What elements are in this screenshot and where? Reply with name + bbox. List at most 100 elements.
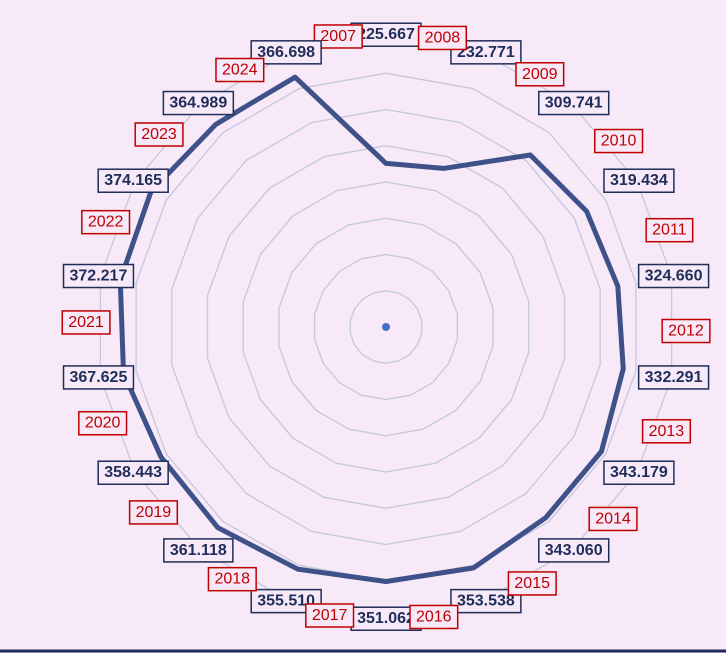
value-label-text: 309.741: [545, 95, 603, 112]
value-label-text: 324.660: [645, 268, 703, 285]
value-label-text: 343.060: [545, 542, 603, 559]
value-label-text: 332.291: [645, 369, 703, 386]
category-label-box: [641, 419, 692, 444]
category-label: 2024: [215, 57, 265, 83]
category-label-text: 2024: [222, 61, 258, 78]
category-label-box: [417, 25, 468, 51]
category-label: 2013: [641, 419, 692, 444]
category-label-box: [661, 318, 711, 344]
category-label-text: 2023: [141, 126, 177, 143]
category-label: 2018: [207, 566, 257, 592]
value-label-box: [637, 365, 710, 390]
category-label-box: [134, 122, 184, 147]
value-label-box: [163, 538, 234, 563]
category-label-text: 2022: [88, 214, 124, 231]
value-label-text: 353.538: [457, 593, 515, 610]
grid-ring: [242, 181, 530, 473]
value-label-text: 351.062: [357, 610, 415, 627]
category-label-box: [645, 217, 694, 243]
value-label: 366.698: [250, 40, 322, 65]
value-label-text: 358.443: [104, 464, 162, 481]
value-label-box: [603, 460, 675, 485]
grid-ring: [171, 108, 601, 546]
category-label-text: 2010: [601, 133, 637, 150]
category-label: 2020: [78, 410, 128, 436]
value-label: 367.625: [62, 365, 135, 390]
value-label-box: [538, 90, 610, 116]
category-label-box: [207, 566, 257, 592]
value-label-text: 364.989: [169, 95, 227, 112]
category-label-text: 2017: [312, 607, 348, 624]
value-label: 351.062: [350, 606, 422, 631]
value-label: 355.510: [250, 588, 322, 614]
value-label-text: 232.771: [457, 44, 515, 61]
category-label: 2017: [305, 603, 355, 628]
value-label-box: [250, 588, 322, 614]
value-label-text: 361.118: [170, 542, 227, 559]
category-label-text: 2007: [320, 28, 356, 45]
category-label-box: [507, 571, 557, 596]
value-label: 332.291: [637, 365, 710, 390]
value-label-text: 343.179: [610, 464, 668, 481]
category-label-box: [588, 506, 638, 532]
category-label: 2021: [61, 310, 111, 335]
grid-ring: [278, 217, 494, 437]
value-label: 232.771: [450, 40, 522, 65]
value-label-box: [450, 588, 522, 614]
value-label-box: [637, 263, 710, 289]
category-label: 2008: [417, 25, 468, 51]
value-label-box: [538, 538, 610, 563]
value-label-box: [603, 168, 675, 193]
grid-ring: [313, 253, 459, 401]
category-label-box: [215, 57, 265, 83]
value-label-box: [62, 365, 135, 390]
category-label-text: 2008: [425, 29, 461, 46]
category-label-text: 2016: [416, 608, 452, 625]
category-label: 2014: [588, 506, 638, 532]
category-label-box: [78, 410, 128, 436]
category-label-text: 2018: [214, 571, 250, 588]
category-label: 2010: [594, 128, 644, 154]
category-label: 2015: [507, 571, 557, 596]
category-label-text: 2014: [595, 510, 631, 527]
value-label: 309.741: [538, 90, 610, 116]
value-label: 364.989: [162, 90, 235, 116]
category-label: 2012: [661, 318, 711, 344]
value-label-text: 372.217: [70, 268, 128, 285]
value-label: 358.443: [97, 460, 169, 485]
grid-ring: [206, 145, 566, 509]
center-dot: [382, 323, 390, 331]
value-label: 372.217: [62, 263, 135, 289]
value-label: 361.118: [163, 538, 234, 563]
category-label-text: 2021: [68, 314, 104, 331]
category-label: 2016: [409, 604, 459, 630]
value-label-text: 366.698: [257, 44, 315, 61]
category-label: 2009: [515, 62, 565, 87]
category-label-box: [81, 209, 131, 235]
value-label-box: [97, 168, 169, 193]
category-label: 2019: [128, 500, 179, 525]
value-label: 374.165: [97, 168, 169, 193]
value-label-text: 355.510: [257, 593, 315, 610]
value-label: 343.179: [603, 460, 675, 485]
value-label-box: [97, 460, 169, 485]
value-label-box: [162, 90, 235, 116]
value-label-text: 374.165: [104, 172, 162, 189]
category-label: 2007: [313, 24, 363, 49]
grid-ring: [349, 290, 423, 364]
category-label-text: 2012: [668, 322, 704, 339]
value-label-box: [250, 40, 322, 65]
value-label: 225.667: [350, 22, 422, 47]
value-label-text: 319.434: [610, 172, 668, 189]
category-label-text: 2019: [136, 504, 172, 521]
value-label-box: [62, 263, 135, 289]
category-label-box: [305, 603, 355, 628]
value-label-text: 225.667: [357, 26, 415, 43]
value-label: 353.538: [450, 588, 522, 614]
category-label-box: [594, 128, 644, 154]
category-label-text: 2013: [649, 423, 685, 440]
value-label-box: [450, 40, 522, 65]
category-label-text: 2011: [652, 222, 687, 239]
